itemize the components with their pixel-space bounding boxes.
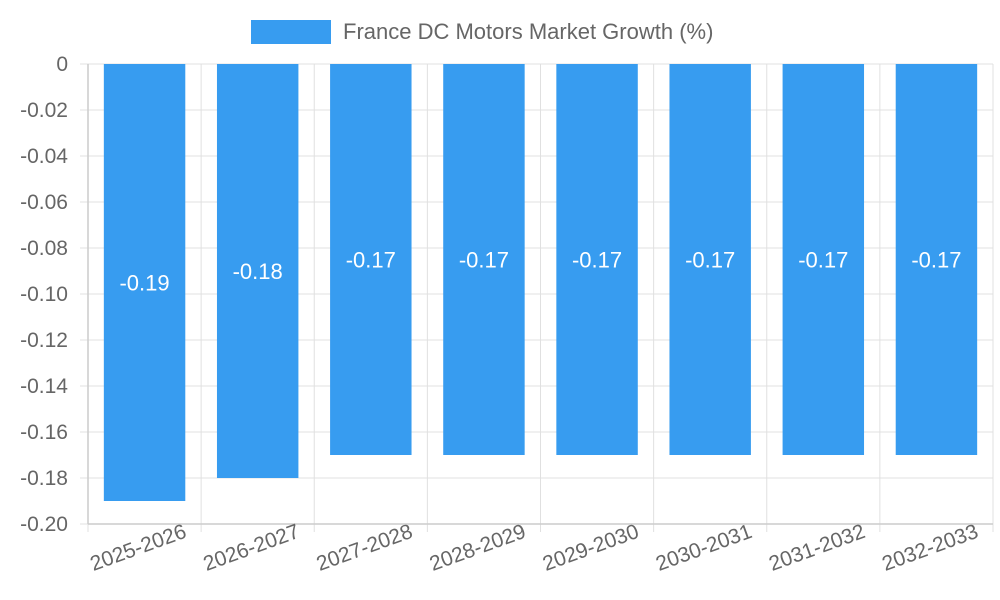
bar-value-label: -0.17: [798, 248, 848, 273]
y-tick-label: -0.08: [20, 237, 68, 260]
y-tick-label: -0.04: [20, 145, 68, 168]
x-axis-ticks: 2025-2026 2026-2027 2027-2028 2028-2029 2029…: [87, 520, 981, 576]
bar: [216, 64, 299, 478]
bar-value-labels: -0.19 -0.18 -0.17 -0.17 -0.17 -0.17 -0.17 -0.17: [119, 248, 961, 296]
bar-value-label: -0.17: [911, 248, 961, 273]
axes: [87, 64, 993, 525]
chart-legend[interactable]: France DC Motors Market Growth (%): [251, 18, 713, 46]
y-tick-label: -0.12: [20, 329, 68, 352]
y-tick-label: -0.10: [20, 283, 68, 306]
x-tick-label: 2032-2033: [879, 520, 981, 576]
bar: [103, 64, 186, 501]
bar-value-label: -0.18: [233, 259, 283, 284]
y-tick-label: -0.06: [20, 191, 68, 214]
bars: [103, 64, 978, 501]
bar: [556, 64, 638, 455]
y-tick-label: -0.18: [20, 467, 68, 490]
bar-value-label: -0.17: [346, 248, 396, 273]
y-tick-label: -0.14: [20, 375, 68, 398]
bar: [443, 64, 525, 455]
y-axis-ticks: 0 -0.02 -0.04 -0.06 -0.08 -0.10 -0.12 -0.14 -0.1…: [20, 53, 68, 536]
legend-label: France DC Motors Market Growth (%): [343, 19, 714, 44]
x-tick-label: 2029-2030: [540, 520, 642, 576]
legend-swatch: [251, 20, 331, 44]
x-tick-label: 2030-2031: [653, 520, 755, 576]
bar: [669, 64, 751, 455]
bar-value-label: -0.17: [685, 248, 735, 273]
bar: [895, 64, 978, 455]
x-tick-label: 2026-2027: [200, 520, 302, 576]
y-tick-label: 0: [56, 53, 68, 76]
bar: [782, 64, 865, 455]
x-tick-label: 2027-2028: [313, 520, 415, 576]
y-tick-label: -0.16: [20, 421, 68, 444]
x-tick-label: 2025-2026: [87, 520, 189, 576]
x-tick-label: 2028-2029: [427, 520, 529, 576]
y-tick-label: -0.02: [20, 99, 68, 122]
bar: [330, 64, 412, 455]
x-tick-label: 2031-2032: [766, 520, 868, 576]
bar-value-label: -0.19: [119, 271, 169, 296]
y-tick-label: -0.20: [20, 513, 68, 536]
bar-value-label: -0.17: [572, 248, 622, 273]
bar-value-label: -0.17: [459, 248, 509, 273]
